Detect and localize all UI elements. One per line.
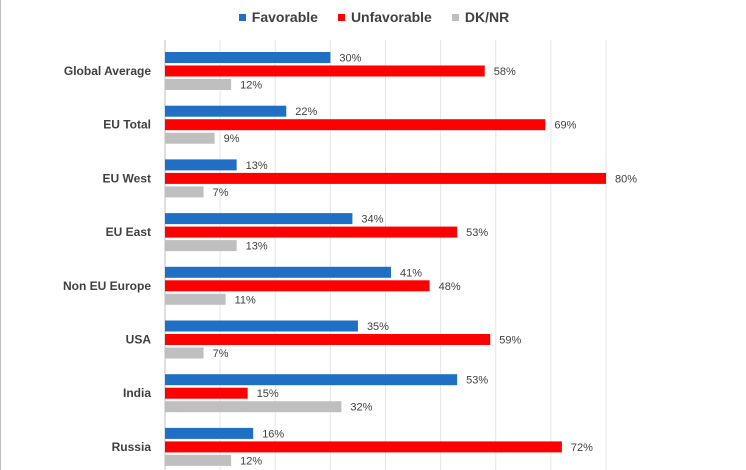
data-label-dk-nr: 7% (213, 187, 229, 199)
data-label-dk-nr: 9% (224, 133, 240, 145)
category-label: Russia (112, 440, 152, 454)
bar-unfavorable (165, 387, 248, 399)
category-label: India (123, 386, 151, 400)
bar-favorable (165, 266, 392, 278)
data-label-unfavorable: 48% (439, 281, 461, 293)
legend-item-favorable: Favorable (238, 9, 318, 25)
bar-dk-nr (165, 401, 342, 413)
bar-dk-nr (165, 293, 226, 305)
bar-unfavorable (165, 334, 491, 345)
bar-dk-nr (165, 454, 232, 466)
data-label-favorable: 22% (295, 106, 317, 118)
legend-label-unfavorable: Unfavorable (350, 9, 432, 25)
bar-favorable (165, 427, 254, 439)
data-label-dk-nr: 12% (240, 455, 262, 467)
category-label: EU East (106, 225, 151, 239)
data-label-unfavorable: 53% (466, 227, 488, 239)
bar-unfavorable (165, 280, 430, 292)
legend-item-dk-nr: DK/NR (451, 9, 510, 25)
data-label-unfavorable: 59% (499, 335, 521, 347)
data-label-dk-nr: 7% (213, 348, 229, 360)
data-label-dk-nr: 13% (246, 241, 268, 253)
bar-favorable (165, 159, 237, 171)
bar-favorable (165, 213, 353, 225)
data-label-dk-nr: 11% (235, 294, 256, 306)
data-label-favorable: 34% (361, 214, 383, 226)
legend-item-unfavorable: Unfavorable (337, 9, 432, 25)
data-label-favorable: 16% (262, 428, 284, 440)
legend-label-favorable: Favorable (251, 9, 318, 25)
category-label: EU West (103, 171, 151, 185)
legend-swatch-dk-nr (451, 13, 459, 21)
bar-dk-nr (165, 132, 215, 144)
data-label-favorable: 53% (466, 375, 488, 387)
category-label: Global Average (64, 64, 151, 78)
bar-favorable (165, 320, 358, 332)
category-label: USA (126, 333, 152, 347)
data-label-unfavorable: 58% (494, 66, 516, 78)
bar-unfavorable (165, 172, 606, 184)
data-label-favorable: 13% (246, 160, 268, 172)
bar-dk-nr (165, 347, 204, 359)
bar-favorable (165, 374, 458, 386)
category-label: EU Total (103, 118, 151, 132)
bar-unfavorable (165, 441, 562, 453)
data-label-dk-nr: 32% (350, 402, 372, 414)
data-label-favorable: 41% (400, 267, 422, 279)
data-label-unfavorable: 69% (554, 120, 576, 132)
data-label-unfavorable: 15% (257, 388, 279, 400)
data-label-dk-nr: 12% (240, 80, 262, 92)
bar-dk-nr (165, 186, 204, 198)
legend-label-dk-nr: DK/NR (464, 9, 510, 25)
data-label-favorable: 30% (339, 53, 361, 65)
bar-unfavorable (165, 226, 458, 238)
legend-swatch-unfavorable (337, 13, 345, 21)
legend-swatch-favorable (238, 13, 246, 21)
data-label-favorable: 35% (367, 321, 389, 333)
bar-dk-nr (165, 79, 232, 90)
data-label-unfavorable: 72% (571, 442, 593, 454)
bar-dk-nr (165, 240, 237, 252)
bar-favorable (165, 52, 331, 63)
category-label: Non EU Europe (63, 279, 151, 293)
legend: Favorable Unfavorable DK/NR (1, 9, 746, 25)
data-label-unfavorable: 80% (615, 173, 637, 185)
bar-unfavorable (165, 119, 546, 131)
bar-unfavorable (165, 65, 485, 77)
bar-favorable (165, 105, 287, 117)
